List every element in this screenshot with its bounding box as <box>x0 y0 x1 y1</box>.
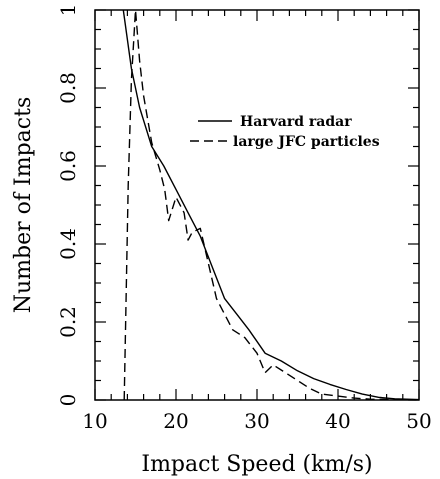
x-tick-label: 30 <box>244 409 269 433</box>
series-lines <box>122 9 420 401</box>
y-tick-label: 0.2 <box>56 306 80 338</box>
legend: Harvard radar large JFC particles <box>190 114 380 150</box>
x-axis-label: Impact Speed (km/s) <box>141 452 372 477</box>
series-line-large-jfc-particles <box>123 9 420 401</box>
x-tick-label: 40 <box>325 409 350 433</box>
legend-label: large JFC particles <box>233 134 380 150</box>
y-tick-label: 0 <box>56 394 80 407</box>
y-tick-label: 1 <box>56 4 80 17</box>
x-tick-label: 20 <box>163 409 188 433</box>
axes: 10 20 30 40 50 0 0.2 0.4 0.6 0.8 1 <box>56 4 432 433</box>
y-axis-label: Number of Impacts <box>11 97 36 313</box>
x-tick-label: 50 <box>406 409 431 433</box>
y-tick-label: 0.4 <box>56 228 80 260</box>
x-tick-label: 10 <box>82 409 107 433</box>
y-tick-label: 0.6 <box>56 150 80 182</box>
y-tick-label: 0.8 <box>56 72 80 104</box>
series-line-harvard-radar <box>122 9 420 401</box>
legend-label: Harvard radar <box>240 114 352 130</box>
